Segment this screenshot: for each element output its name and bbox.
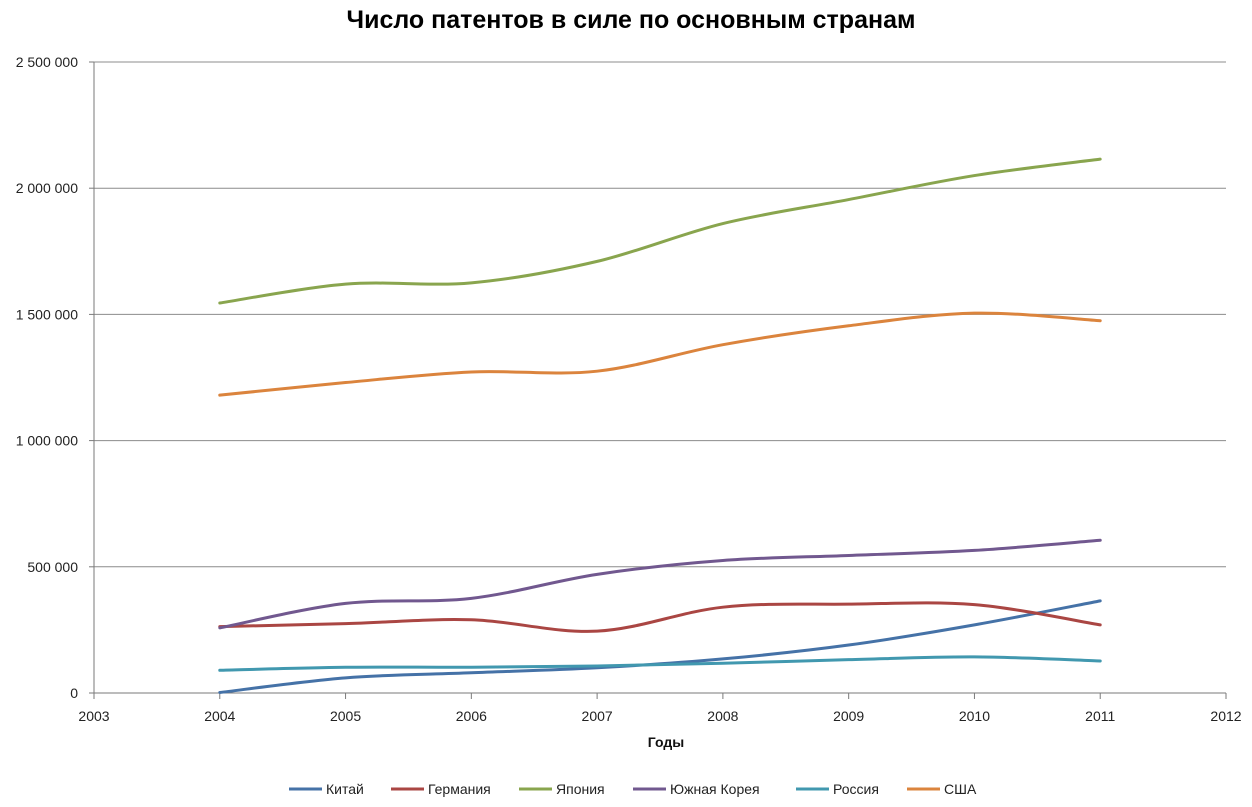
x-tick-label: 2009 bbox=[833, 708, 864, 724]
x-tick-label: 2006 bbox=[456, 708, 487, 724]
series-line bbox=[218, 655, 1102, 672]
series-line bbox=[218, 538, 1102, 630]
legend-label: Германия bbox=[428, 781, 491, 797]
legend-label: США bbox=[944, 781, 977, 797]
series-line bbox=[218, 601, 1102, 633]
x-tick-label: 2008 bbox=[707, 708, 738, 724]
legend-label: Китай bbox=[326, 781, 364, 797]
series-line bbox=[218, 311, 1102, 397]
y-tick-label: 1 500 000 bbox=[16, 306, 78, 322]
x-tick-label: 2011 bbox=[1085, 708, 1115, 724]
legend-label: Южная Корея bbox=[670, 781, 760, 797]
x-tick-label: 2012 bbox=[1210, 708, 1241, 724]
y-tick-label: 0 bbox=[70, 685, 78, 701]
x-tick-label: 2010 bbox=[959, 708, 990, 724]
legend-label: Россия bbox=[833, 781, 879, 797]
legend-label: Япония bbox=[556, 781, 605, 797]
x-tick-label: 2003 bbox=[78, 708, 109, 724]
y-tick-label: 2 000 000 bbox=[16, 180, 78, 196]
y-tick-label: 2 500 000 bbox=[16, 54, 78, 70]
x-tick-label: 2007 bbox=[582, 708, 613, 724]
x-tick-label: 2004 bbox=[204, 708, 235, 724]
x-tick-label: 2005 bbox=[330, 708, 361, 724]
y-tick-label: 1 000 000 bbox=[16, 433, 78, 449]
y-tick-label: 500 000 bbox=[27, 559, 78, 575]
x-axis-label: Годы bbox=[648, 734, 684, 750]
chart-title: Число патентов в силе по основным страна… bbox=[346, 6, 916, 34]
series-line bbox=[218, 599, 1102, 694]
series-line bbox=[218, 157, 1102, 305]
